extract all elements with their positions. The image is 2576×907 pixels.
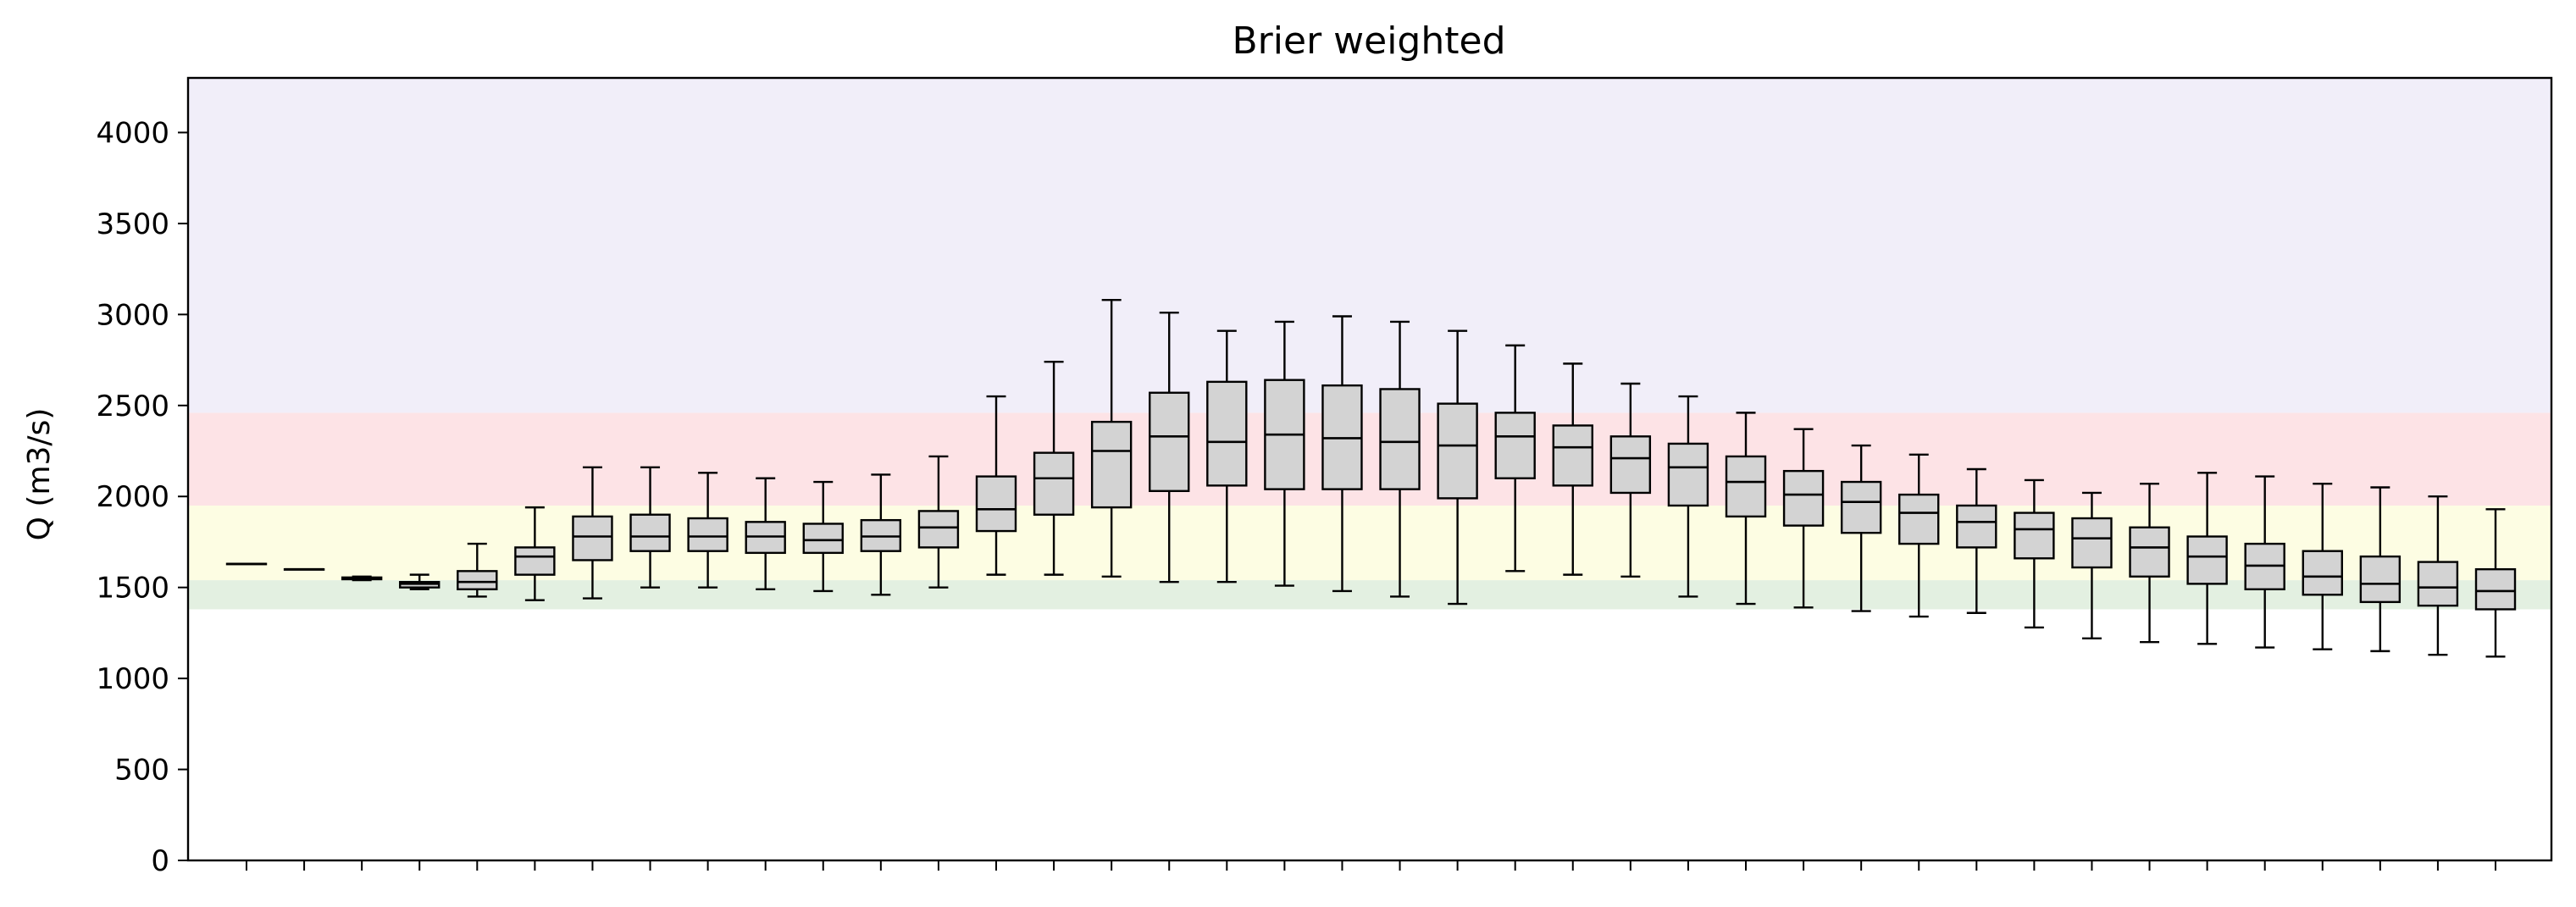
box-31 <box>1956 467 1997 614</box>
box-9 <box>687 472 728 589</box>
iqr-box <box>1667 442 1709 507</box>
box-27 <box>1725 412 1767 606</box>
y-tick-label-3000: 3000 <box>96 298 169 332</box>
threshold-band-1 <box>188 580 2551 610</box>
threshold-band-3 <box>188 412 2551 506</box>
iqr-box <box>1725 455 1767 518</box>
y-tick-label-1000: 1000 <box>96 662 169 696</box>
box-5 <box>457 542 498 598</box>
box-7 <box>572 466 613 600</box>
box-24 <box>1552 362 1593 576</box>
iqr-box <box>1782 469 1825 527</box>
iqr-box <box>572 515 613 561</box>
box-29 <box>1840 444 1882 612</box>
box-36 <box>2244 475 2285 649</box>
iqr-box <box>2129 526 2170 578</box>
iqr-box <box>1206 380 1248 487</box>
iqr-box <box>629 513 671 552</box>
axes: 0 500 1000 1500 2000 2500 3000 3500 4000 <box>96 76 2553 878</box>
y-tick-label-2500: 2500 <box>96 390 169 423</box>
box-8 <box>629 466 671 589</box>
box-10 <box>745 477 786 591</box>
iqr-box <box>1149 391 1190 492</box>
box-33 <box>2071 491 2113 640</box>
chart-title: Brier weighted <box>1233 19 1506 63</box>
box-11 <box>802 480 844 593</box>
y-axis-label: Q (m3/s) <box>22 408 57 541</box>
box-6 <box>514 506 556 601</box>
iqr-box <box>1494 412 1536 479</box>
iqr-box <box>1090 420 1133 509</box>
box-2 <box>283 567 325 571</box>
box-13 <box>917 455 960 589</box>
box-32 <box>2014 478 2055 629</box>
box-39 <box>2417 495 2459 656</box>
y-tick-label-3500: 3500 <box>96 207 169 241</box>
box-12 <box>860 473 902 596</box>
box-40 <box>2474 508 2517 658</box>
iqr-box <box>457 570 498 591</box>
box-22 <box>1437 329 1478 606</box>
box-23 <box>1494 344 1536 572</box>
iqr-box <box>1956 504 1997 549</box>
iqr-box <box>2186 535 2228 585</box>
iqr-box <box>514 546 556 576</box>
box-18 <box>1206 329 1248 583</box>
iqr-box <box>917 510 960 549</box>
iqr-box <box>687 517 728 552</box>
iqr-box <box>2302 550 2343 596</box>
iqr-box <box>2359 555 2401 604</box>
box-37 <box>2302 482 2343 650</box>
y-tick-label-500: 500 <box>114 754 169 788</box>
y-tick-label-1500: 1500 <box>96 572 169 606</box>
iqr-box <box>2417 561 2459 607</box>
box-15 <box>1033 361 1075 576</box>
box-28 <box>1782 428 1825 609</box>
y-tick-label-4000: 4000 <box>96 116 169 150</box>
iqr-box <box>1898 493 1940 545</box>
box-30 <box>1898 453 1940 618</box>
box-26 <box>1667 395 1709 598</box>
box-19 <box>1264 320 1305 587</box>
threshold-bands <box>188 78 2551 610</box>
iqr-box <box>1552 424 1593 487</box>
iqr-box <box>1840 480 1882 534</box>
box-17 <box>1149 312 1190 583</box>
iqr-box <box>802 523 844 555</box>
iqr-box <box>975 475 1017 533</box>
iqr-box <box>2071 517 2113 569</box>
box-34 <box>2129 482 2170 644</box>
box-16 <box>1090 298 1133 578</box>
iqr-box <box>1033 451 1075 516</box>
box-series <box>225 298 2517 658</box>
y-tick-label-0: 0 <box>151 844 169 878</box>
threshold-band-4 <box>188 78 2551 413</box>
box-14 <box>975 395 1017 576</box>
box-4 <box>399 573 440 591</box>
box-21 <box>1379 320 1421 598</box>
iqr-box <box>1609 435 1652 495</box>
iqr-box <box>2474 567 2517 611</box>
box-35 <box>2186 472 2228 645</box>
y-tick-label-2000: 2000 <box>96 480 169 514</box>
iqr-box <box>1437 402 1478 500</box>
box-38 <box>2359 486 2401 653</box>
iqr-box <box>2014 512 2055 560</box>
plot-frame <box>186 76 2553 862</box>
box-1 <box>225 562 268 566</box>
box-3 <box>341 575 383 582</box>
box-20 <box>1321 315 1363 593</box>
iqr-box <box>1379 388 1421 490</box>
box-25 <box>1609 382 1652 578</box>
